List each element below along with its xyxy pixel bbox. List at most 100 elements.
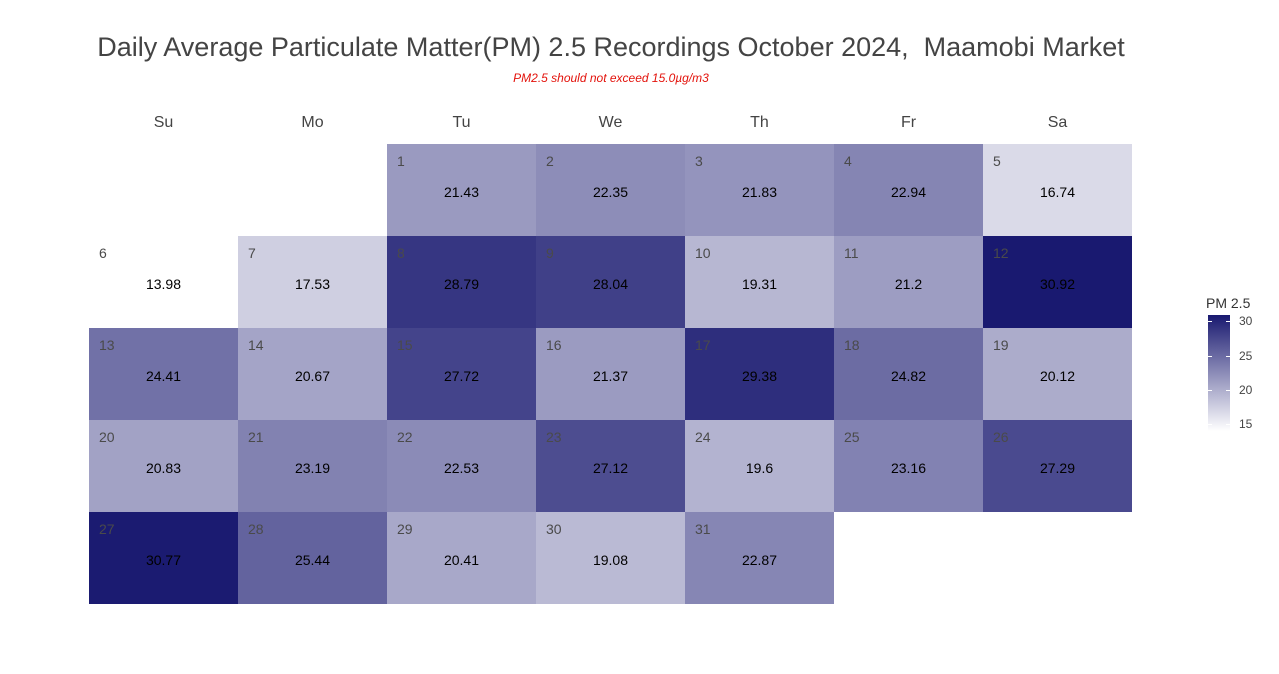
legend-tick-mark bbox=[1226, 321, 1230, 323]
day-tile: 20 20.83 bbox=[89, 420, 238, 512]
day-number: 22 bbox=[397, 429, 413, 445]
day-number: 27 bbox=[99, 521, 115, 537]
day-tile: 30 19.08 bbox=[536, 512, 685, 604]
day-number: 17 bbox=[695, 337, 711, 353]
pm25-value-label: 20.41 bbox=[443, 552, 480, 568]
day-number: 6 bbox=[99, 245, 107, 261]
pm25-value-label: 27.29 bbox=[1039, 460, 1076, 476]
day-tile: 18 24.82 bbox=[834, 328, 983, 420]
day-number: 14 bbox=[248, 337, 264, 353]
day-number: 15 bbox=[397, 337, 413, 353]
weekday-header: Fr bbox=[900, 114, 917, 131]
day-number: 13 bbox=[99, 337, 115, 353]
day-number: 21 bbox=[248, 429, 264, 445]
pm25-value-label: 23.16 bbox=[890, 460, 927, 476]
day-tile: 11 21.2 bbox=[834, 236, 983, 328]
day-tile: 24 19.6 bbox=[685, 420, 834, 512]
weekday-header: Th bbox=[750, 114, 769, 131]
day-tile: 16 21.37 bbox=[536, 328, 685, 420]
day-tile: 9 28.04 bbox=[536, 236, 685, 328]
pm25-value-label: 24.41 bbox=[145, 368, 182, 384]
chart-title: Daily Average Particulate Matter(PM) 2.5… bbox=[97, 32, 1125, 62]
pm25-value-label: 29.38 bbox=[741, 368, 778, 384]
day-tile: 17 29.38 bbox=[685, 328, 834, 420]
pm25-value-label: 22.53 bbox=[443, 460, 480, 476]
legend-tick-mark bbox=[1208, 321, 1212, 323]
day-tile: 21 23.19 bbox=[238, 420, 387, 512]
pm25-value-label: 17.53 bbox=[294, 276, 331, 292]
day-tile: 3 21.83 bbox=[685, 144, 834, 236]
legend-tick-label: 30 bbox=[1239, 314, 1253, 329]
pm25-value-label: 27.12 bbox=[592, 460, 629, 476]
weekday-header: We bbox=[598, 114, 623, 131]
day-tile: 25 23.16 bbox=[834, 420, 983, 512]
weekday-header: Mo bbox=[301, 114, 324, 131]
pm25-value-label: 25.44 bbox=[294, 552, 331, 568]
day-tile: 13 24.41 bbox=[89, 328, 238, 420]
day-tile: 31 22.87 bbox=[685, 512, 834, 604]
day-number: 9 bbox=[546, 245, 554, 261]
pm25-value-label: 22.94 bbox=[890, 184, 927, 200]
legend-tick-mark bbox=[1226, 389, 1230, 391]
legend-tick-label: 20 bbox=[1239, 382, 1253, 397]
day-tile: 5 16.74 bbox=[983, 144, 1132, 236]
day-number: 24 bbox=[695, 429, 711, 445]
day-tile: 8 28.79 bbox=[387, 236, 536, 328]
pm25-value-label: 16.74 bbox=[1039, 184, 1076, 200]
day-number: 1 bbox=[397, 153, 405, 169]
day-number: 26 bbox=[993, 429, 1009, 445]
day-number: 4 bbox=[844, 153, 852, 169]
day-tile: 27 30.77 bbox=[89, 512, 238, 604]
pm25-value-label: 22.87 bbox=[741, 552, 778, 568]
day-tile: 23 27.12 bbox=[536, 420, 685, 512]
pm25-value-label: 22.35 bbox=[592, 184, 629, 200]
weekday-header: Tu bbox=[452, 114, 471, 131]
day-number: 5 bbox=[993, 153, 1001, 169]
day-number: 11 bbox=[844, 245, 859, 261]
day-number: 25 bbox=[844, 429, 860, 445]
pm25-value-label: 21.43 bbox=[443, 184, 480, 200]
pm25-value-label: 21.2 bbox=[894, 276, 923, 292]
day-tile: 19 20.12 bbox=[983, 328, 1132, 420]
pm25-value-label: 24.82 bbox=[890, 368, 927, 384]
legend-color-bar bbox=[1208, 315, 1230, 431]
pm25-value-label: 28.79 bbox=[443, 276, 480, 292]
day-number: 30 bbox=[546, 521, 562, 537]
pm25-value-label: 23.19 bbox=[294, 460, 331, 476]
day-tile: 2 22.35 bbox=[536, 144, 685, 236]
pm25-value-label: 19.31 bbox=[741, 276, 778, 292]
day-tile: 10 19.31 bbox=[685, 236, 834, 328]
pm25-value-label: 21.83 bbox=[741, 184, 778, 200]
day-number: 20 bbox=[99, 429, 115, 445]
legend-tick-mark bbox=[1208, 424, 1212, 425]
day-tile: 4 22.94 bbox=[834, 144, 983, 236]
pm25-value-label: 27.72 bbox=[443, 368, 480, 384]
day-number: 19 bbox=[993, 337, 1009, 353]
pm25-value-label: 30.77 bbox=[145, 552, 182, 568]
weekday-header: Su bbox=[153, 114, 174, 131]
day-tile: 26 27.29 bbox=[983, 420, 1132, 512]
legend-tick-label: 25 bbox=[1239, 348, 1253, 363]
day-tile: 12 30.92 bbox=[983, 236, 1132, 328]
legend-tick-label: 15 bbox=[1239, 417, 1253, 431]
pm25-value-label: 28.04 bbox=[592, 276, 629, 292]
day-number: 18 bbox=[844, 337, 860, 353]
day-tile: 1 21.43 bbox=[387, 144, 536, 236]
pm25-value-label: 30.92 bbox=[1039, 276, 1076, 292]
day-tile: 28 25.44 bbox=[238, 512, 387, 604]
day-number: 23 bbox=[546, 429, 562, 445]
day-number: 16 bbox=[546, 337, 562, 353]
pm25-value-label: 21.37 bbox=[592, 368, 629, 384]
legend-tick-mark bbox=[1226, 424, 1230, 425]
pm25-value-label: 19.08 bbox=[592, 552, 629, 568]
day-number: 28 bbox=[248, 521, 264, 537]
pm25-value-label: 20.83 bbox=[145, 460, 182, 476]
weekday-header: Sa bbox=[1047, 114, 1068, 131]
legend-title: PM 2.5 bbox=[1206, 295, 1251, 311]
pm25-value-label: 20.12 bbox=[1039, 368, 1076, 384]
day-number: 10 bbox=[695, 245, 711, 261]
pm25-value-label: 20.67 bbox=[294, 368, 331, 384]
day-number: 31 bbox=[695, 521, 711, 537]
day-tile: 14 20.67 bbox=[238, 328, 387, 420]
day-tile: 15 27.72 bbox=[387, 328, 536, 420]
